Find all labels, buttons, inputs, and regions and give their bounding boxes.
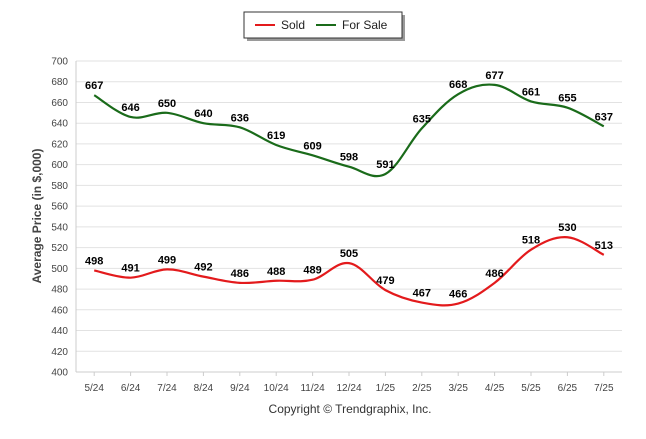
data-label-for-sale: 667 xyxy=(85,80,103,92)
x-tick-label: 11/24 xyxy=(300,383,325,394)
x-tick-label: 3/25 xyxy=(448,383,468,394)
y-tick-label: 560 xyxy=(51,202,68,213)
data-label-sold: 488 xyxy=(267,266,285,278)
y-tick-label: 700 xyxy=(51,57,68,68)
data-label-for-sale: 637 xyxy=(595,111,613,123)
data-label-for-sale: 635 xyxy=(413,113,431,125)
x-tick-label: 6/24 xyxy=(121,383,141,394)
data-label-sold: 518 xyxy=(522,235,540,247)
legend-label-sold: Sold xyxy=(281,18,305,32)
data-label-for-sale: 668 xyxy=(449,79,467,91)
data-label-sold: 486 xyxy=(485,268,503,280)
y-tick-label: 460 xyxy=(51,305,68,316)
series-line-for-sale xyxy=(93,83,605,178)
data-label-sold: 491 xyxy=(121,263,139,275)
data-label-for-sale: 677 xyxy=(485,70,503,82)
x-tick-label: 12/24 xyxy=(336,383,361,394)
data-label-for-sale: 640 xyxy=(194,108,212,120)
y-tick-label: 680 xyxy=(51,77,68,88)
data-label-for-sale: 609 xyxy=(303,140,321,152)
x-tick-label: 6/25 xyxy=(558,383,578,394)
data-label-for-sale: 598 xyxy=(340,152,358,164)
x-tick-label: 8/24 xyxy=(194,383,214,394)
data-label-for-sale: 661 xyxy=(522,86,540,98)
data-label-sold: 530 xyxy=(558,222,576,234)
y-axis-ticks: 400 420 440 460 480 500 520 540 560 580 600 620 640 6… xyxy=(51,57,68,379)
x-tick-label: 5/25 xyxy=(521,383,541,394)
x-tick-label: 5/24 xyxy=(84,383,104,394)
y-tick-label: 660 xyxy=(51,98,68,109)
x-tick-label: 4/25 xyxy=(485,383,505,394)
y-tick-label: 480 xyxy=(51,285,68,296)
y-tick-label: 540 xyxy=(51,222,68,233)
data-label-sold: 498 xyxy=(85,255,103,267)
x-tick-label: 10/24 xyxy=(264,383,289,394)
data-label-sold: 489 xyxy=(303,265,321,277)
data-label-sold: 505 xyxy=(340,248,358,260)
y-tick-label: 600 xyxy=(51,160,68,171)
x-tick-label: 7/25 xyxy=(594,383,614,394)
data-label-sold: 499 xyxy=(158,254,176,266)
data-label-for-sale: 636 xyxy=(231,112,249,124)
x-tick-label: 1/25 xyxy=(376,383,396,394)
y-axis-label: Average Price (in $,000) xyxy=(30,149,44,284)
y-tick-label: 420 xyxy=(51,347,68,358)
data-label-sold: 492 xyxy=(194,262,212,274)
legend-label-for-sale: For Sale xyxy=(342,18,388,32)
data-label-sold: 486 xyxy=(231,268,249,280)
data-label-for-sale: 619 xyxy=(267,130,285,142)
y-tick-label: 500 xyxy=(51,264,68,275)
series-lines xyxy=(93,83,605,307)
y-tick-label: 400 xyxy=(51,368,68,379)
copyright-text: Copyright © Trendgraphix, Inc. xyxy=(269,402,432,416)
y-tick-label: 640 xyxy=(51,119,68,130)
data-label-for-sale: 591 xyxy=(376,159,394,171)
data-label-sold: 513 xyxy=(595,240,613,252)
legend: Sold For Sale xyxy=(243,11,405,41)
y-tick-label: 620 xyxy=(51,139,68,150)
data-label-sold: 467 xyxy=(413,288,431,300)
series-line-sold xyxy=(93,236,605,307)
x-tick-label: 7/24 xyxy=(157,383,177,394)
data-label-for-sale: 655 xyxy=(558,93,576,105)
x-tick-label: 9/24 xyxy=(230,383,250,394)
data-labels: 498 491 499 492 486 488 489 505 479 467 466 486 518 5… xyxy=(85,70,613,301)
y-tick-label: 520 xyxy=(51,243,68,254)
x-tick-label: 2/25 xyxy=(412,383,432,394)
y-tick-label: 580 xyxy=(51,181,68,192)
data-label-sold: 479 xyxy=(376,275,394,287)
y-tick-label: 440 xyxy=(51,326,68,337)
x-axis-ticks: 5/24 6/24 7/24 8/24 9/24 10/24 11/24 12/24 1/25 2… xyxy=(84,372,614,394)
data-label-for-sale: 646 xyxy=(121,102,139,114)
data-label-sold: 466 xyxy=(449,289,467,301)
data-label-for-sale: 650 xyxy=(158,98,176,110)
